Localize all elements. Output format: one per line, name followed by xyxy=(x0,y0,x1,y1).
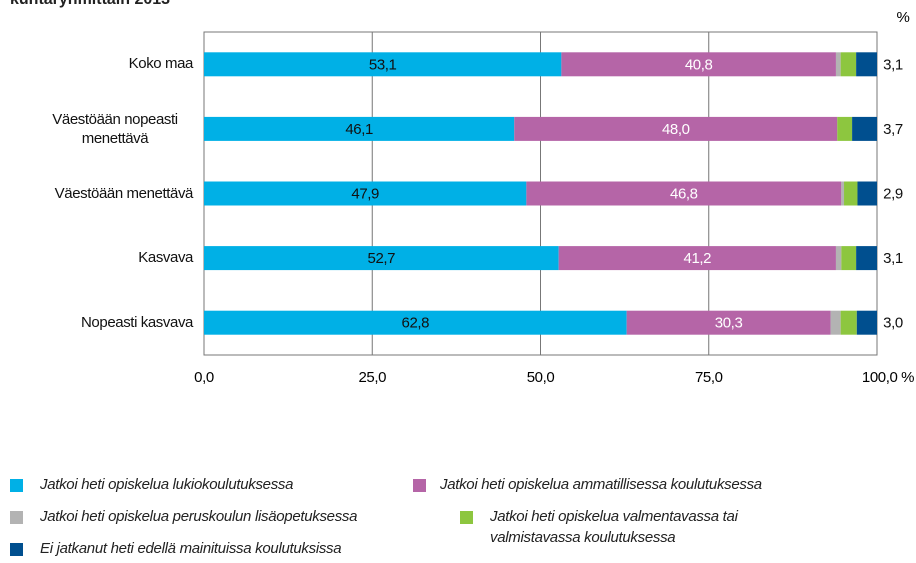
legend-swatch xyxy=(10,543,23,556)
data-label: 3,1 xyxy=(883,250,903,267)
data-label: 46,8 xyxy=(670,185,698,202)
data-label: 53,1 xyxy=(369,56,397,73)
bar-segment xyxy=(835,52,841,77)
bar-segment xyxy=(526,181,842,206)
legend-swatch xyxy=(413,479,426,492)
legend-label: Jatkoi heti opiskelua lukiokoulutuksessa xyxy=(40,476,294,493)
data-label: 30,3 xyxy=(715,315,743,332)
bar-segment xyxy=(856,246,877,271)
bar-segment xyxy=(558,246,836,271)
bar-segment xyxy=(204,116,515,141)
data-label: 3,0 xyxy=(883,315,903,332)
data-label: 41,2 xyxy=(684,250,712,267)
bar-segment xyxy=(204,52,562,77)
legend-label: Jatkoi heti opiskelua valmentavassa tai … xyxy=(490,508,738,546)
bar-segment xyxy=(626,310,831,335)
bar-segment xyxy=(514,116,838,141)
bar-segment xyxy=(204,246,559,271)
category-label: Väestöään menettävä xyxy=(54,184,194,202)
bar-segment xyxy=(840,310,857,335)
data-label: 62,8 xyxy=(402,315,430,332)
x-tick-label: 0,0 xyxy=(194,369,214,386)
category-label: Kasvava xyxy=(138,249,193,267)
x-tick-label: 25,0 xyxy=(358,369,386,386)
category-label: Nopeasti kasvava xyxy=(81,313,193,331)
bar-segment xyxy=(841,246,857,271)
legend-swatch xyxy=(460,511,473,524)
legend-label: Jatkoi heti opiskelua peruskoulun lisäop… xyxy=(40,508,358,525)
data-label: 47,9 xyxy=(351,185,379,202)
legend-swatch xyxy=(10,479,23,492)
unit-label: % xyxy=(897,9,910,26)
data-label: 3,7 xyxy=(883,121,903,138)
category-label: Koko maa xyxy=(128,55,194,73)
data-label: 46,1 xyxy=(345,121,373,138)
bar-segment xyxy=(856,310,877,335)
legend-swatch xyxy=(10,511,23,524)
legend-label: Ei jatkanut heti edellä mainituissa koul… xyxy=(40,540,342,557)
category-label: Väestöään nopeasti menettävä xyxy=(52,110,178,147)
bar-segment xyxy=(852,116,877,141)
bar-segment xyxy=(841,181,845,206)
x-tick-label: 75,0 xyxy=(695,369,723,386)
bar-segment xyxy=(856,52,877,77)
bar-segment xyxy=(837,116,853,141)
legend-label: Jatkoi heti opiskelua ammatillisessa kou… xyxy=(440,476,762,493)
data-label: 48,0 xyxy=(662,121,690,138)
x-tick-label: 100,0 % xyxy=(862,369,914,386)
bar-segment xyxy=(835,246,842,271)
bar-segment xyxy=(561,52,836,77)
bar-segment xyxy=(840,52,857,77)
bar-segment xyxy=(204,181,527,206)
data-label: 52,7 xyxy=(368,250,396,267)
data-label: 3,1 xyxy=(883,56,903,73)
data-label: 2,9 xyxy=(883,185,903,202)
chart-title: kuntaryhmittäin 2013 xyxy=(10,0,170,9)
x-tick-label: 50,0 xyxy=(527,369,555,386)
bar-segment xyxy=(857,181,877,206)
bar-segment xyxy=(844,181,858,206)
data-label: 40,8 xyxy=(685,56,713,73)
bar-segment xyxy=(204,310,627,335)
bar-segment xyxy=(830,310,841,335)
